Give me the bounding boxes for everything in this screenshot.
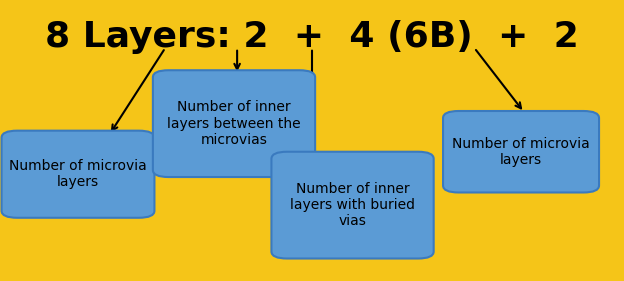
FancyBboxPatch shape bbox=[1, 131, 155, 218]
Text: 8 Layers: 2  +  4 (6B)  +  2: 8 Layers: 2 + 4 (6B) + 2 bbox=[45, 20, 579, 54]
FancyBboxPatch shape bbox=[153, 70, 315, 177]
FancyBboxPatch shape bbox=[271, 152, 434, 259]
Text: Number of inner
layers with buried
vias: Number of inner layers with buried vias bbox=[290, 182, 415, 228]
Text: Number of microvia
layers: Number of microvia layers bbox=[452, 137, 590, 167]
Text: Number of microvia
layers: Number of microvia layers bbox=[9, 159, 147, 189]
FancyBboxPatch shape bbox=[443, 111, 599, 192]
Text: Number of inner
layers between the
microvias: Number of inner layers between the micro… bbox=[167, 100, 301, 147]
